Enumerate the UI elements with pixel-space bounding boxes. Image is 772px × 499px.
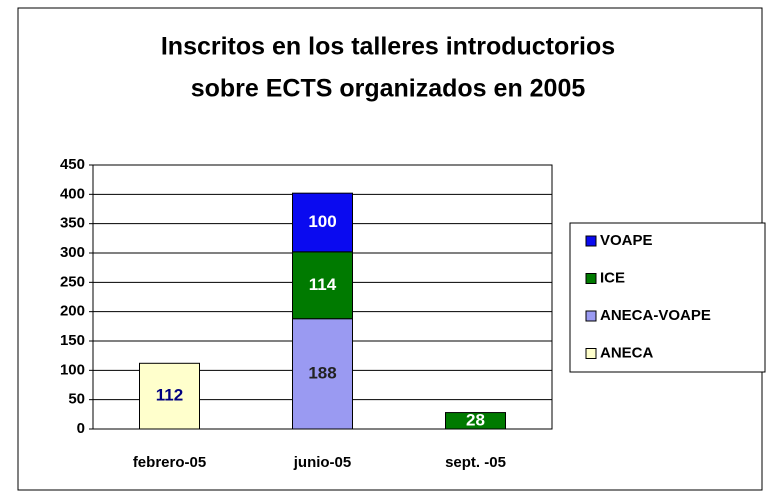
bar-segment <box>445 412 506 430</box>
legend-label: ANECA <box>600 344 654 361</box>
legend-label: ICE <box>600 269 625 286</box>
bar-segment <box>292 318 353 430</box>
x-tick-label: sept. -05 <box>445 454 506 471</box>
legend-label: ANECA-VOAPE <box>600 307 711 324</box>
y-tick-label: 250 <box>60 273 85 290</box>
legend-swatch <box>585 310 597 322</box>
legend-swatch <box>585 273 597 284</box>
y-tick-label: 350 <box>60 215 85 232</box>
data-label: 100 <box>308 212 336 231</box>
y-tick-label: 450 <box>60 156 85 173</box>
y-tick-label: 0 <box>77 420 85 437</box>
data-label: 28 <box>466 410 485 429</box>
legend-label: VOAPE <box>600 232 653 249</box>
legend-box <box>569 222 766 373</box>
bar-segment <box>292 251 353 320</box>
y-tick-label: 300 <box>60 244 85 261</box>
legend-swatch <box>585 235 597 247</box>
legend-swatch <box>585 348 597 359</box>
data-label: 188 <box>308 363 336 382</box>
chart-title: sobre ECTS organizados en 2005 <box>191 75 586 103</box>
y-tick-label: 50 <box>68 391 85 408</box>
x-tick-label: febrero-05 <box>133 454 206 471</box>
y-tick-label: 100 <box>60 361 85 378</box>
y-tick-label: 400 <box>60 185 85 202</box>
x-tick-label: junio-05 <box>293 454 352 471</box>
y-tick-label: 150 <box>60 332 85 349</box>
chart-title: Inscritos en los talleres introductorios <box>161 33 615 61</box>
bar-segment <box>139 362 200 430</box>
data-label: 114 <box>309 275 337 294</box>
bar-segment <box>292 192 353 253</box>
data-label: 112 <box>156 386 183 405</box>
y-tick-label: 200 <box>60 303 85 320</box>
